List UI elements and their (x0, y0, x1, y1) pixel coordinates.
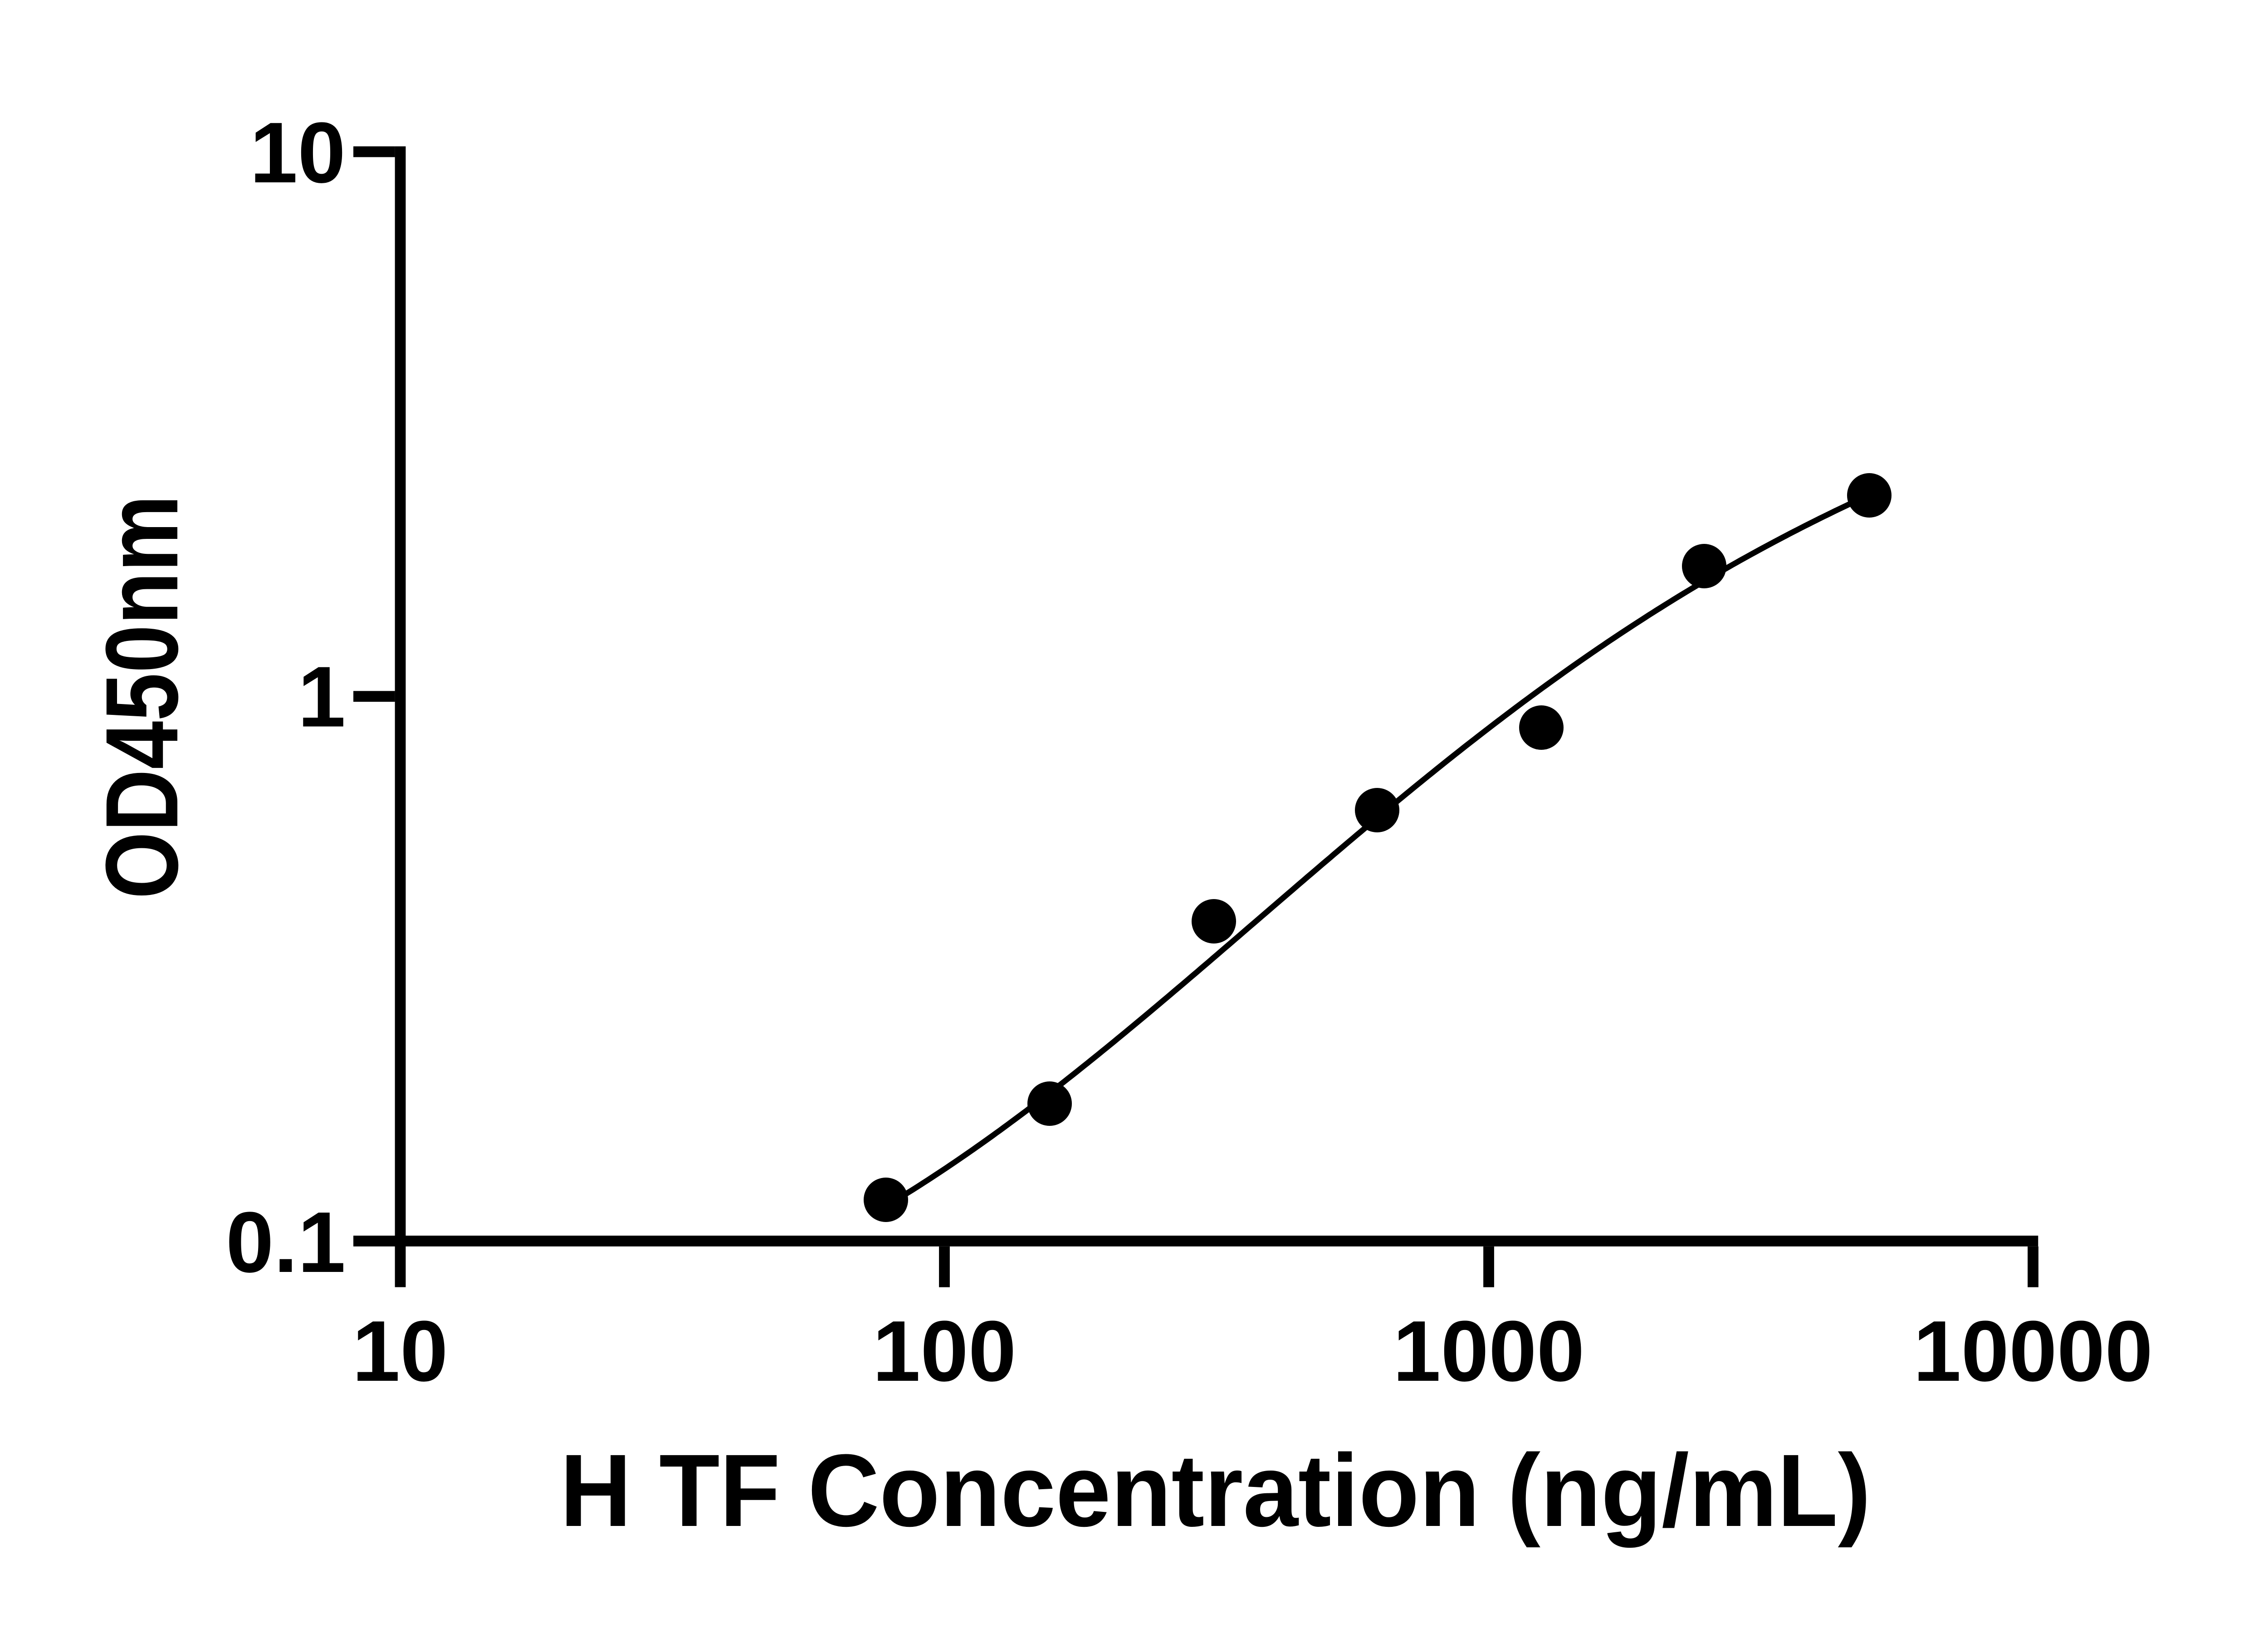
svg-text:OD450nm: OD450nm (85, 495, 200, 899)
svg-text:100: 100 (872, 1303, 1016, 1399)
svg-text:0.1: 0.1 (226, 1194, 346, 1291)
svg-text:10: 10 (352, 1303, 448, 1399)
svg-text:H TF Concentration (ng/mL): H TF Concentration (ng/mL) (560, 1433, 1871, 1548)
svg-text:1: 1 (298, 649, 346, 745)
svg-text:1000: 1000 (1393, 1303, 1585, 1399)
svg-text:10000: 10000 (1913, 1303, 2153, 1399)
svg-text:10: 10 (250, 105, 346, 201)
